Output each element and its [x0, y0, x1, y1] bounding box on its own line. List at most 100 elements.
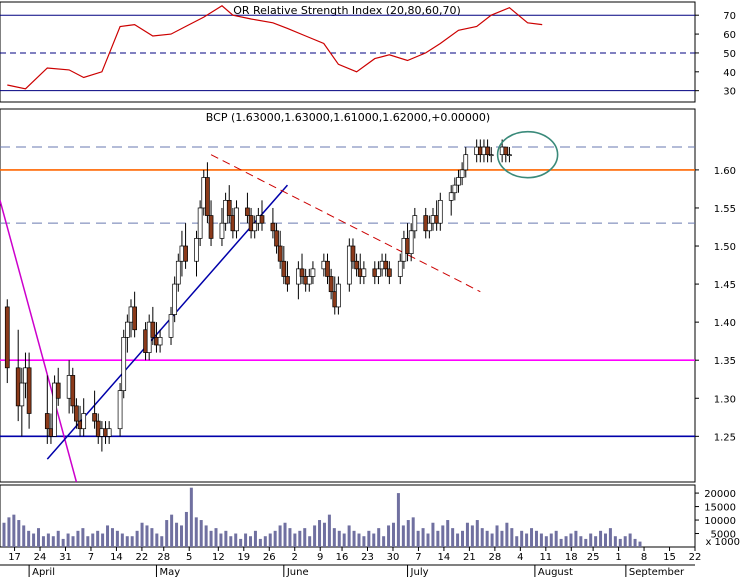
- volume-bar: [263, 536, 267, 547]
- candle-body: [175, 260, 181, 285]
- x-day-tick-label: 14: [438, 552, 451, 563]
- volume-bar: [421, 528, 425, 547]
- volume-bar: [618, 538, 622, 547]
- price-tick-label: 1.40: [714, 318, 736, 329]
- rsi-title: OR Relative Strength Index (20,80,60,70): [233, 4, 461, 17]
- candle-body: [456, 177, 461, 186]
- candle-body: [452, 184, 458, 194]
- volume-bar: [249, 536, 253, 547]
- price-title: BCP (1.63000,1.63000,1.61000,1.62000,+0.…: [206, 111, 490, 124]
- x-day-tick-label: 8: [641, 552, 647, 563]
- candle-body: [197, 207, 203, 239]
- rsi-tick-label: 60: [723, 30, 736, 41]
- volume-bar: [37, 528, 41, 547]
- volume-bar: [170, 514, 174, 547]
- volume-bar: [288, 528, 292, 547]
- rsi-tick-label: 40: [723, 68, 736, 79]
- candle-body: [157, 337, 163, 346]
- x-day-tick-label: 9: [317, 552, 323, 563]
- volume-bar: [120, 533, 124, 547]
- x-day-tick-label: 21: [463, 552, 476, 563]
- volume-bar: [27, 530, 31, 547]
- candle-body: [52, 382, 57, 437]
- volume-bar: [628, 533, 632, 547]
- volume-bar: [145, 525, 149, 547]
- candle-body: [26, 367, 32, 414]
- volume-bar: [569, 533, 573, 547]
- candle-body: [488, 154, 494, 157]
- x-day-tick-label: 19: [237, 552, 250, 563]
- volume-bar: [303, 528, 307, 547]
- volume-bar: [515, 536, 519, 547]
- volume-bar: [387, 525, 391, 547]
- volume-bar: [268, 533, 272, 547]
- volume-bar: [51, 536, 55, 547]
- candle-body: [383, 260, 389, 270]
- volume-bar: [446, 520, 450, 547]
- volume-bar: [81, 528, 85, 547]
- candle-body: [117, 390, 123, 430]
- x-day-tick-label: 14: [110, 552, 123, 563]
- candle-body: [125, 321, 130, 338]
- candle-body: [277, 245, 283, 262]
- candle-body: [208, 215, 214, 239]
- candle-body: [459, 169, 465, 178]
- x-day-tick-label: 24: [34, 552, 47, 563]
- volume-bar: [155, 533, 159, 547]
- volume-bar: [411, 517, 415, 547]
- volume-bar: [101, 533, 105, 547]
- price-panel: BCP (1.63000,1.63000,1.61000,1.62000,+0.…: [0, 108, 736, 483]
- x-day-tick-label: 11: [539, 552, 552, 563]
- rsi-tick-label: 70: [723, 11, 736, 22]
- volume-bar: [505, 522, 509, 547]
- price-trendline: [210, 154, 481, 293]
- volume-bar: [293, 533, 297, 547]
- candle-body: [70, 375, 76, 407]
- candle-body: [183, 245, 188, 262]
- x-day-tick-label: 2: [292, 552, 298, 563]
- x-day-tick-label: 15: [663, 552, 676, 563]
- candle-body: [132, 306, 137, 331]
- volume-bar: [362, 536, 366, 547]
- volume-bar: [175, 522, 179, 547]
- volume-bar: [327, 514, 331, 547]
- candle-body: [219, 222, 225, 239]
- x-day-tick-label: 26: [263, 552, 276, 563]
- candle-body: [205, 177, 210, 216]
- price-tick-label: 1.50: [714, 242, 736, 253]
- volume-bar: [510, 528, 514, 547]
- x-axis: 17 24 31 7 14 22 28 5 12 19 26 2 9 16 23 30 7 14 21 28 4 11 18…: [0, 547, 701, 577]
- volume-bar: [579, 536, 583, 547]
- price-tick-label: 1.55: [714, 204, 736, 215]
- candle-body: [503, 146, 509, 156]
- x-month-label: May: [159, 567, 180, 577]
- price-tick-label: 1.25: [714, 432, 736, 443]
- candle-body: [350, 245, 356, 262]
- x-axis-day-ticks: 17 24 31 7 14 22 28 5 12 19 26 2 9 16 23 30 7 14 21 28 4 11 18…: [8, 547, 701, 563]
- x-month-label: August: [538, 567, 573, 577]
- x-day-tick-label: 12: [212, 552, 225, 563]
- x-day-tick-label: 31: [59, 552, 72, 563]
- volume-bar: [554, 530, 558, 547]
- volume-bar: [559, 538, 563, 547]
- volume-bar: [322, 522, 326, 547]
- candle-body: [121, 337, 127, 392]
- candle-body: [270, 222, 276, 232]
- volume-bar: [436, 530, 440, 547]
- volume-bar: [234, 533, 238, 547]
- candle-body: [172, 283, 178, 315]
- price-tick-label: 1.45: [714, 280, 736, 291]
- volume-bar: [347, 525, 351, 547]
- candle-body: [463, 154, 469, 171]
- candle-body: [74, 405, 79, 422]
- volume-bar: [461, 530, 465, 547]
- candle-body: [55, 382, 61, 399]
- volume-bar: [456, 533, 460, 547]
- volume-bar: [357, 533, 361, 547]
- x-day-tick-label: 30: [387, 552, 400, 563]
- volume-bar: [377, 528, 381, 547]
- volume-bar: [76, 530, 80, 547]
- volume-tick-label: 15000: [704, 503, 736, 514]
- x-month-label: April: [32, 567, 55, 577]
- volume-bar: [475, 520, 479, 547]
